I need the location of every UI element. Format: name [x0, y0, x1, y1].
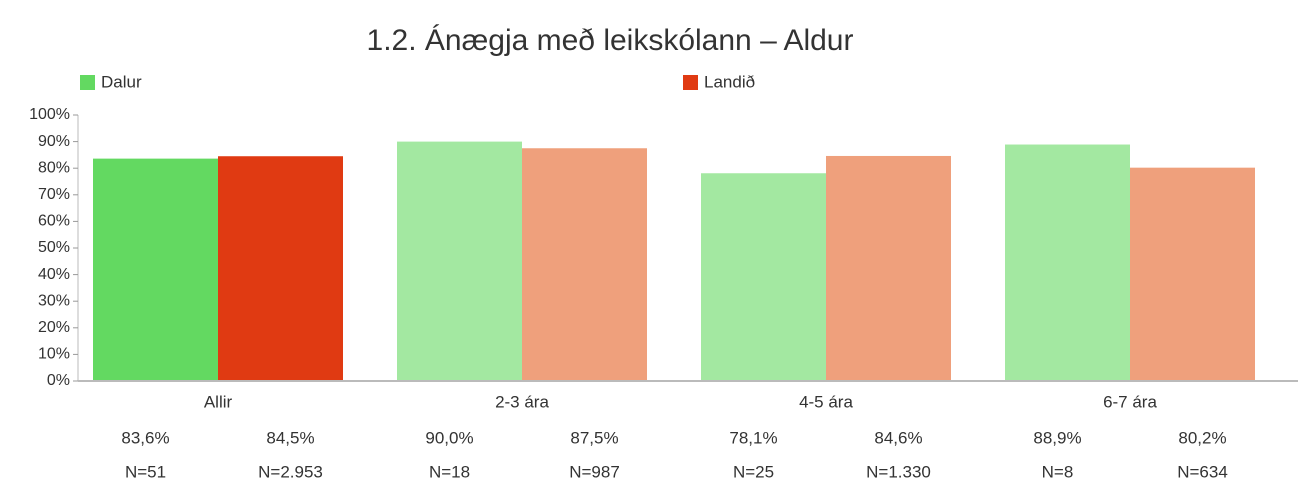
y-tick-label: 50% [38, 239, 70, 256]
legend-swatch [80, 75, 95, 90]
n-label: N=1.330 [866, 462, 931, 480]
x-tick-label: 4-5 ára [799, 392, 853, 411]
bar [93, 158, 218, 381]
value-label: 84,6% [874, 428, 922, 447]
value-label: 87,5% [570, 428, 618, 447]
x-tick-label: 2-3 ára [495, 392, 549, 411]
bar [397, 141, 522, 381]
bar [1130, 167, 1255, 381]
y-tick-label: 0% [47, 372, 70, 389]
legend-swatch [683, 75, 698, 90]
n-label: N=2.953 [258, 462, 323, 480]
n-label: N=25 [733, 462, 774, 480]
value-label: 84,5% [266, 428, 314, 447]
value-label: 90,0% [425, 428, 473, 447]
value-label: 88,9% [1033, 428, 1081, 447]
y-tick-label: 90% [38, 133, 70, 150]
n-label: N=987 [569, 462, 620, 480]
bar [701, 173, 826, 381]
value-label: 80,2% [1178, 428, 1226, 447]
legend-label: Dalur [101, 72, 142, 91]
bar [522, 148, 647, 381]
x-tick-label: Allir [204, 392, 233, 411]
y-tick-label: 20% [38, 319, 70, 336]
y-tick-label: 40% [38, 266, 70, 283]
value-label: 78,1% [729, 428, 777, 447]
n-label: N=51 [125, 462, 166, 480]
x-tick-label: 6-7 ára [1103, 392, 1157, 411]
chart-title: 1.2. Ánægja með leikskólann – Aldur [367, 24, 854, 57]
bar [218, 156, 343, 381]
bar [1005, 144, 1130, 381]
y-tick-label: 100% [29, 106, 70, 123]
y-tick-label: 70% [38, 186, 70, 203]
y-tick-label: 10% [38, 346, 70, 363]
n-label: N=8 [1042, 462, 1074, 480]
y-tick-label: 60% [38, 213, 70, 230]
value-label: 83,6% [121, 428, 169, 447]
y-tick-label: 80% [38, 159, 70, 176]
n-label: N=634 [1177, 462, 1228, 480]
y-tick-label: 30% [38, 292, 70, 309]
legend-label: Landið [704, 72, 755, 91]
bar [826, 155, 951, 381]
n-label: N=18 [429, 462, 470, 480]
